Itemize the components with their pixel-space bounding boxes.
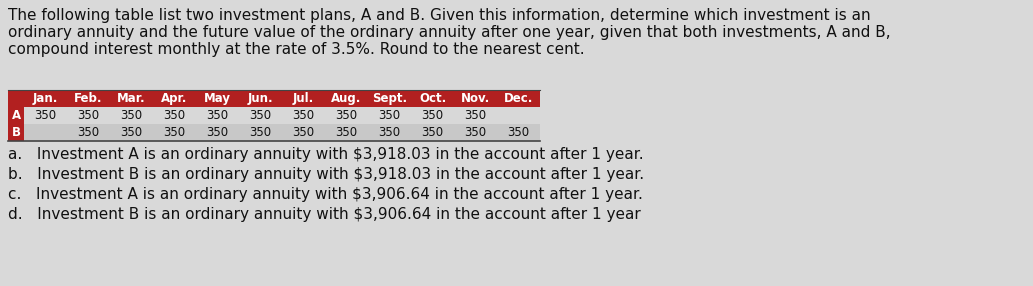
Text: 350: 350 [421, 126, 443, 139]
Text: 350: 350 [121, 126, 143, 139]
Text: d.   Investment B is an ordinary annuity with $3,906.64 in the account after 1 y: d. Investment B is an ordinary annuity w… [8, 207, 640, 222]
Text: 350: 350 [465, 126, 487, 139]
Text: b.   Investment B is an ordinary annuity with $3,918.03 in the account after 1 y: b. Investment B is an ordinary annuity w… [8, 167, 645, 182]
Text: 350: 350 [465, 109, 487, 122]
Text: c.   Investment A is an ordinary annuity with $3,906.64 in the account after 1 y: c. Investment A is an ordinary annuity w… [8, 187, 643, 202]
Text: Aug.: Aug. [332, 92, 362, 105]
Text: Mar.: Mar. [117, 92, 146, 105]
Text: compound interest monthly at the rate of 3.5%. Round to the nearest cent.: compound interest monthly at the rate of… [8, 42, 585, 57]
Text: 350: 350 [378, 109, 401, 122]
Text: 350: 350 [336, 109, 357, 122]
Text: 350: 350 [292, 109, 315, 122]
Text: Sept.: Sept. [372, 92, 407, 105]
Text: Jun.: Jun. [248, 92, 274, 105]
Text: Feb.: Feb. [74, 92, 102, 105]
Bar [8, 90, 24, 107]
Text: Jul.: Jul. [293, 92, 314, 105]
Text: 350: 350 [292, 126, 315, 139]
Text: 350: 350 [249, 126, 272, 139]
Text: 350: 350 [207, 109, 228, 122]
Text: 350: 350 [207, 126, 228, 139]
Text: 350: 350 [34, 109, 57, 122]
Text: 350: 350 [163, 126, 186, 139]
Text: Nov.: Nov. [461, 92, 490, 105]
Text: 350: 350 [336, 126, 357, 139]
Text: Jan.: Jan. [33, 92, 58, 105]
Bar [8, 107, 540, 124]
Text: 350: 350 [77, 109, 99, 122]
Text: Oct.: Oct. [418, 92, 446, 105]
Text: The following table list two investment plans, A and B. Given this information, : The following table list two investment … [8, 8, 871, 23]
Bar [8, 124, 24, 141]
Text: 350: 350 [77, 126, 99, 139]
Text: 350: 350 [249, 109, 272, 122]
Text: A: A [11, 109, 21, 122]
Text: a.   Investment A is an ordinary annuity with $3,918.03 in the account after 1 y: a. Investment A is an ordinary annuity w… [8, 147, 644, 162]
Text: May: May [204, 92, 231, 105]
Text: Dec.: Dec. [504, 92, 533, 105]
Text: B: B [11, 126, 21, 139]
Text: 350: 350 [163, 109, 186, 122]
Text: ordinary annuity and the future value of the ordinary annuity after one year, gi: ordinary annuity and the future value of… [8, 25, 890, 40]
Text: 350: 350 [421, 109, 443, 122]
Text: 350: 350 [507, 126, 530, 139]
Text: 350: 350 [378, 126, 401, 139]
Text: Apr.: Apr. [161, 92, 188, 105]
Bar [8, 90, 540, 107]
Bar [8, 107, 24, 124]
Text: 350: 350 [121, 109, 143, 122]
Bar [8, 124, 540, 141]
